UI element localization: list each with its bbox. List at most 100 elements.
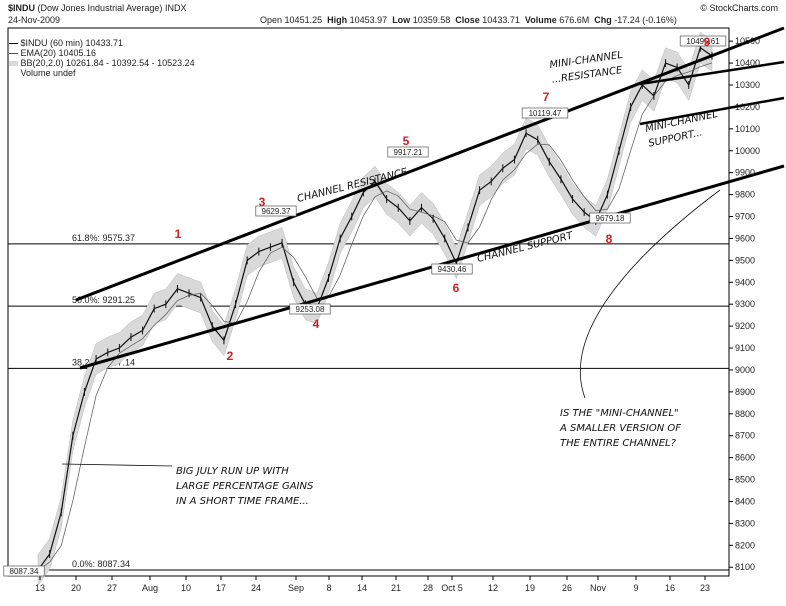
y-tick-label: 8500 xyxy=(735,475,755,485)
pivot-number: 7 xyxy=(543,90,550,104)
y-tick-label: 8200 xyxy=(735,540,755,550)
x-tick-label: 24 xyxy=(251,583,261,593)
y-tick-label: 9300 xyxy=(735,299,755,309)
y-tick-label: 9500 xyxy=(735,255,755,265)
x-tick-label: 10 xyxy=(181,583,191,593)
legend-ema: EMA(20) 10405.16 xyxy=(9,48,96,58)
handwritten-annotation: BIG JULY RUN UP WITH LARGE PERCENTAGE GAI… xyxy=(176,466,314,507)
y-tick-label: 8300 xyxy=(735,518,755,528)
handwritten-annotation: MINI-CHANNELSUPPORT... xyxy=(644,109,718,150)
annotation-line: THE ENTIRE CHANNEL? xyxy=(560,438,677,449)
x-tick-label: Nov xyxy=(590,583,607,593)
annotation-pointer xyxy=(61,463,173,467)
ohlc-value: 10451.25 xyxy=(284,15,323,25)
y-tick-label: 8900 xyxy=(735,387,755,397)
symbol-name: (Dow Jones Industrial Average) xyxy=(37,3,163,13)
x-tick-label: 9 xyxy=(633,583,638,593)
y-tick-label: 10100 xyxy=(735,124,760,134)
handwritten-annotation: IS THE "MINI-CHANNEL" A SMALLER VERSION O… xyxy=(559,408,681,449)
channel-resistance-line xyxy=(75,26,785,302)
price-callout-box xyxy=(387,146,429,158)
x-tick-label: 19 xyxy=(525,583,535,593)
y-tick-label: 9100 xyxy=(735,343,755,353)
x-tick-label: 21 xyxy=(391,583,401,593)
y-tick-label: 8800 xyxy=(735,409,755,419)
level-label: 50.0%: 9291.25 xyxy=(72,295,135,305)
price-callout: 9430.46 xyxy=(438,265,467,274)
x-tick-label: Aug xyxy=(142,583,158,593)
y-tick-label: 9200 xyxy=(735,321,755,331)
price-callout-box xyxy=(589,212,631,224)
price-callout-box xyxy=(3,565,45,577)
price-callout: 9629.37 xyxy=(262,207,291,216)
annotation-line: CHANNEL SUPPORT xyxy=(476,230,575,265)
pivot-number: 3 xyxy=(259,195,266,209)
y-tick-label: 10200 xyxy=(735,102,760,112)
level-label: 61.8%: 9575.37 xyxy=(72,233,135,243)
ohlc-label: Open xyxy=(260,15,283,25)
pivot-number: 2 xyxy=(227,349,234,363)
credit: © StockCharts.com xyxy=(700,3,778,13)
price-callout: 10119.47 xyxy=(529,109,562,118)
x-tick-label: Sep xyxy=(288,583,304,593)
annotation-line: IN A SHORT TIME FRAME... xyxy=(176,496,309,507)
level-label: 0.0%: 8087.34 xyxy=(72,559,130,569)
symbol: $INDU xyxy=(8,3,36,13)
y-tick-label: 10400 xyxy=(735,58,760,68)
y-tick-label: 9900 xyxy=(735,168,755,178)
ohlc-value: 10359.58 xyxy=(412,15,451,25)
y-tick-label: 8100 xyxy=(735,562,755,572)
price-callout: 9917.21 xyxy=(394,148,423,157)
plot-frame xyxy=(7,27,730,577)
price-callout-box xyxy=(679,35,727,47)
annotation-pointer xyxy=(579,189,721,399)
pivot-number: 4 xyxy=(313,317,320,331)
symbol-title: $INDU (Dow Jones Industrial Average) IND… xyxy=(8,3,186,13)
price-line xyxy=(37,46,713,571)
annotation-line: BIG JULY RUN UP WITH xyxy=(176,466,289,477)
x-tick-label: 14 xyxy=(357,583,367,593)
price-callout: 10495.61 xyxy=(686,37,720,46)
ohlc-value: 10453.97 xyxy=(349,15,388,25)
x-tick-label: 28 xyxy=(423,583,433,593)
y-tick-label: 8600 xyxy=(735,453,755,463)
y-tick-label: 10000 xyxy=(735,146,760,156)
annotation-line: A SMALLER VERSION OF xyxy=(559,423,681,434)
pivot-number: 9 xyxy=(704,35,711,49)
annotation-line: LARGE PERCENTAGE GAINS xyxy=(176,481,314,492)
price-callout: 8087.34 xyxy=(10,567,39,576)
ohlc-label: Chg xyxy=(594,15,612,25)
y-tick-label: 9400 xyxy=(735,277,755,287)
ema-line xyxy=(37,62,713,571)
x-tick-label: 20 xyxy=(71,583,81,593)
legend-bb: BB(20,2.0) 10261.84 - 10392.54 - 10523.2… xyxy=(9,58,195,68)
y-tick-label: 8700 xyxy=(735,431,755,441)
y-tick-label: 8400 xyxy=(735,496,755,506)
annotation-line: IS THE "MINI-CHANNEL" xyxy=(560,408,679,419)
ohlc-label: Volume xyxy=(524,15,557,25)
y-tick-label: 9000 xyxy=(735,365,755,375)
y-tick-label: 9600 xyxy=(735,233,755,243)
pivot-number: 1 xyxy=(175,227,182,241)
price-callout-box xyxy=(255,205,297,217)
x-tick-label: 27 xyxy=(107,583,117,593)
ohlc-value: 676.6M xyxy=(559,15,590,25)
ohlc-label: Low xyxy=(392,15,411,25)
handwritten-annotation: MINI-CHANNEL...RESISTANCE xyxy=(549,50,624,86)
y-tick-label: 9800 xyxy=(735,190,755,200)
legend-price: $INDU (60 min) 10433.71 xyxy=(9,38,123,48)
x-tick-label: 12 xyxy=(488,583,498,593)
ohlc-value: 10433.71 xyxy=(482,15,520,25)
x-tick-label: 16 xyxy=(665,583,675,593)
pivot-number: 5 xyxy=(403,134,410,148)
mini-channel-resistance-line xyxy=(639,60,785,86)
y-tick-label: 9700 xyxy=(735,212,755,222)
pivot-number: 8 xyxy=(606,232,613,246)
price-callout: 9253.08 xyxy=(296,305,325,314)
legend-volume: Volume undef xyxy=(20,68,76,78)
ohlc-value: -17.24 (-0.16%) xyxy=(614,15,677,25)
x-tick-label: 17 xyxy=(216,583,226,593)
x-tick-label: Oct 5 xyxy=(441,583,463,593)
mini-channel-support-line xyxy=(639,96,785,126)
